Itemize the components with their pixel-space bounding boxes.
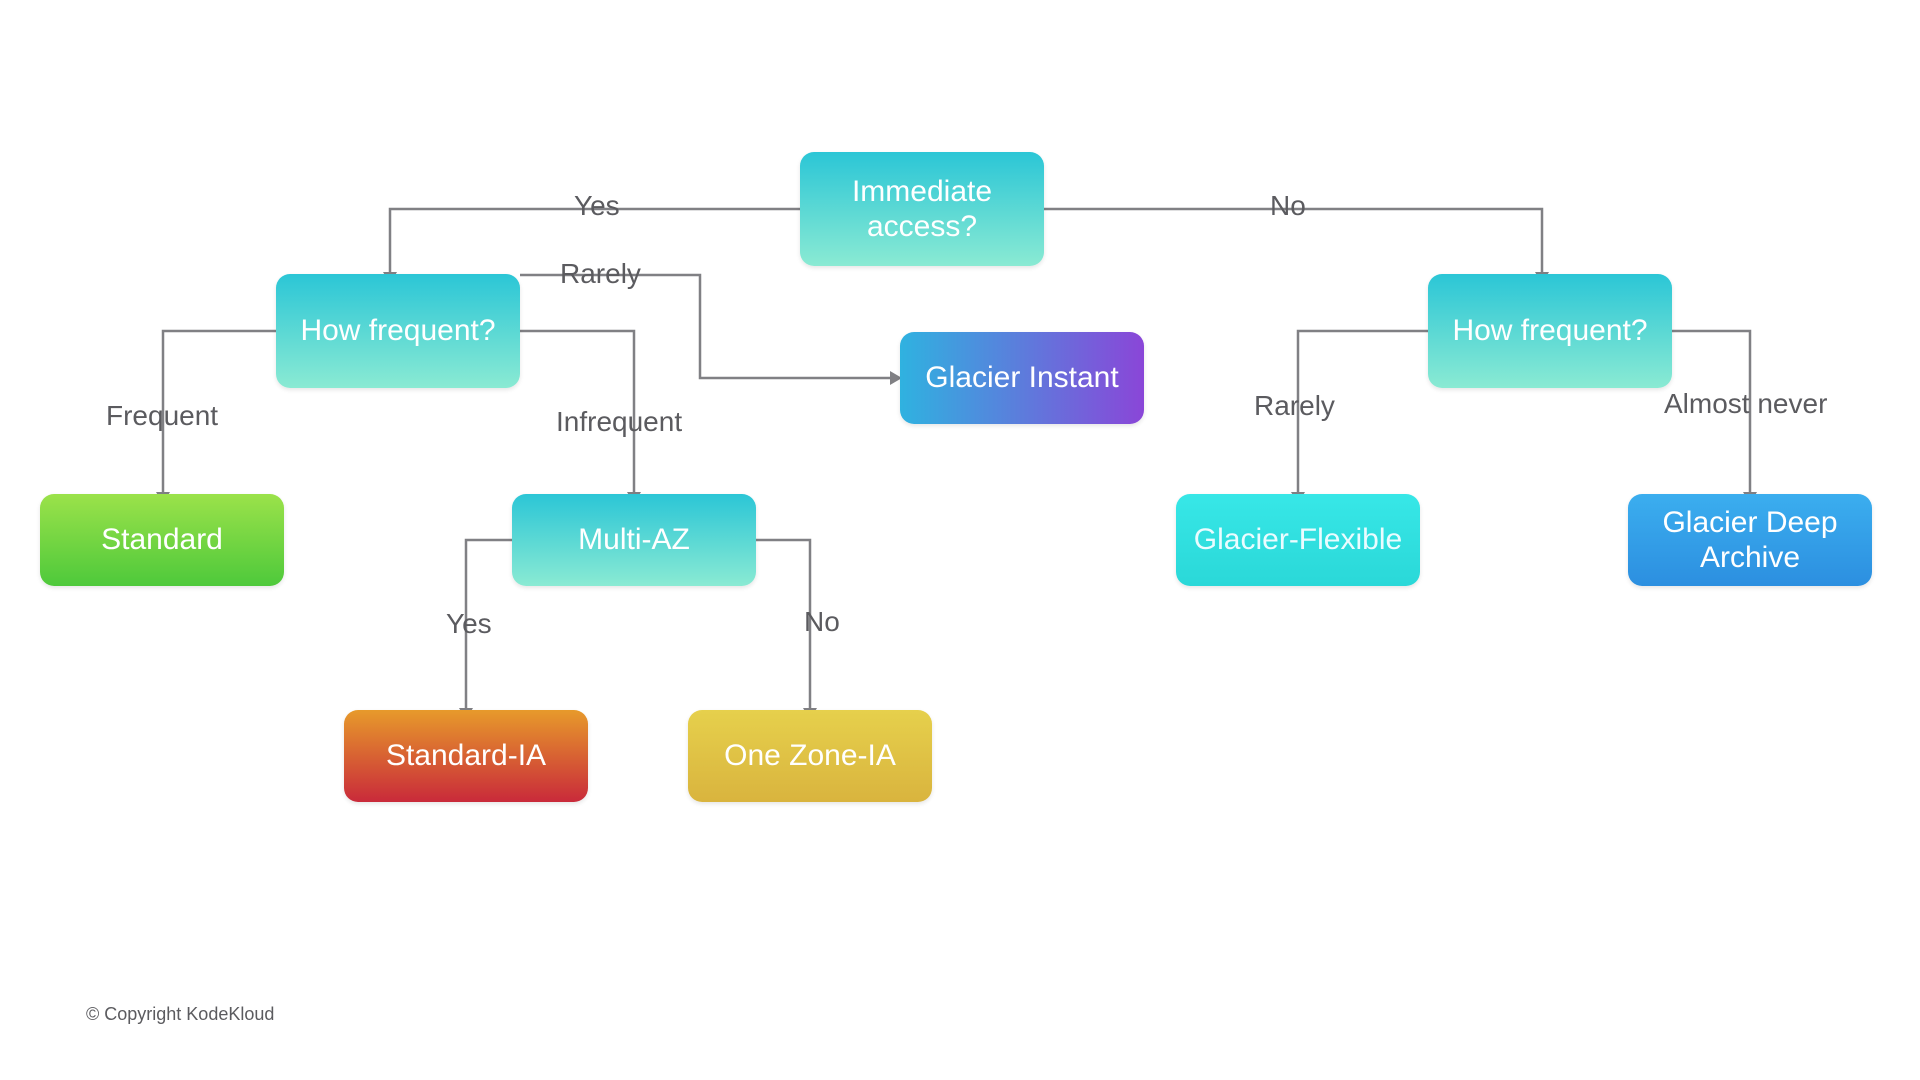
edge-label-no-bottom: No: [804, 606, 840, 638]
node-multi-az: Multi-AZ: [512, 494, 756, 586]
edge-label-no-right: No: [1270, 190, 1306, 222]
edge-label-rarely-left: Rarely: [560, 258, 641, 290]
node-immediate-access: Immediate access?: [800, 152, 1044, 266]
edge-label-rarely-right: Rarely: [1254, 390, 1335, 422]
node-standard-ia: Standard-IA: [344, 710, 588, 802]
edge-label-yes-left: Yes: [574, 190, 620, 222]
edge-label-infrequent: Infrequent: [556, 406, 682, 438]
node-glacier-instant: Glacier Instant: [900, 332, 1144, 424]
node-how-frequent-right: How frequent?: [1428, 274, 1672, 388]
edge-label-yes-bottom: Yes: [446, 608, 492, 640]
copyright-text: © Copyright KodeKloud: [86, 1004, 274, 1025]
edge-label-almost-never: Almost never: [1664, 388, 1827, 420]
node-glacier-deep-archive: Glacier Deep Archive: [1628, 494, 1872, 586]
node-glacier-flexible: Glacier-Flexible: [1176, 494, 1420, 586]
node-how-frequent-left: How frequent?: [276, 274, 520, 388]
node-one-zone-ia: One Zone-IA: [688, 710, 932, 802]
edge-label-frequent: Frequent: [106, 400, 218, 432]
node-standard: Standard: [40, 494, 284, 586]
